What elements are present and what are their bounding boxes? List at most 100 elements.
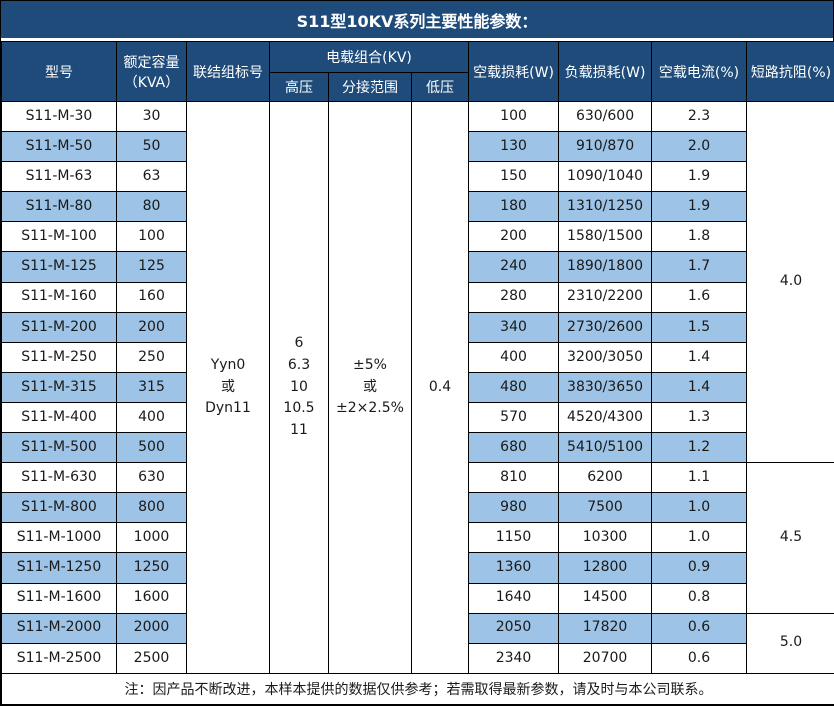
cell-load-loss: 910/870 <box>558 131 653 163</box>
cell-no-load-current: 1.9 <box>651 191 748 223</box>
table-row: S11-M-100 100 200 1580/1500 1.8 <box>1 221 834 253</box>
cell-load-loss: 7500 <box>558 492 653 524</box>
cell-vector-group: Yyn0 或 Dyn11 <box>186 101 270 674</box>
cell-model: S11-M-125 <box>1 251 117 283</box>
cell-capacity: 400 <box>116 401 187 434</box>
cell-model: S11-M-500 <box>1 432 117 464</box>
cell-capacity: 50 <box>116 131 187 163</box>
cell-hv-line: 10 <box>290 378 308 395</box>
col-header-impedance: 短路抗阻(%) <box>746 41 834 102</box>
cell-capacity: 315 <box>116 371 187 403</box>
cell-capacity: 160 <box>116 281 187 313</box>
cell-no-load-current: 0.8 <box>651 582 748 614</box>
cell-capacity: 800 <box>116 492 187 524</box>
cell-model: S11-M-400 <box>1 401 117 434</box>
cell-vector-group-line: Dyn11 <box>205 400 251 417</box>
cell-load-loss: 12800 <box>558 552 653 584</box>
cell-model: S11-M-80 <box>1 191 117 223</box>
cell-model: S11-M-800 <box>1 492 117 524</box>
cell-load-loss: 6200 <box>558 462 653 494</box>
cell-no-load-loss: 400 <box>468 341 560 373</box>
cell-no-load-current: 1.1 <box>651 462 748 494</box>
cell-no-load-loss: 280 <box>468 281 560 313</box>
col-header-tap-range: 分接范围 <box>328 72 412 102</box>
cell-model: S11-M-30 <box>1 100 117 133</box>
footnote: 注：因产品不断改进，本样本提供的数据仅供参考；若需取得最新参数，请及时与本公司联… <box>0 673 834 705</box>
cell-model: S11-M-1600 <box>1 582 117 614</box>
cell-hv: 6 6.3 10 10.5 11 <box>269 101 329 674</box>
cell-no-load-current: 1.2 <box>651 432 748 464</box>
cell-load-loss: 2310/2200 <box>558 281 653 313</box>
cell-lv: 0.4 <box>410 101 470 674</box>
cell-model: S11-M-100 <box>1 221 117 253</box>
cell-no-load-current: 1.3 <box>651 401 748 434</box>
cell-no-load-current: 1.8 <box>651 221 748 253</box>
table-row: S11-M-1000 1000 1150 10300 1.0 <box>1 522 834 554</box>
cell-load-loss: 10300 <box>558 522 653 554</box>
cell-hv-line: 11 <box>290 422 308 439</box>
table-row: S11-M-160 160 280 2310/2200 1.6 <box>1 281 834 313</box>
table-body: S11-M-30 30 Yyn0 或 Dyn11 6 6.3 10 10.5 11 ±5% 或 ±2×2… <box>1 100 834 675</box>
cell-capacity: 630 <box>116 462 187 494</box>
cell-capacity: 1250 <box>116 552 187 584</box>
cell-model: S11-M-1000 <box>1 522 117 554</box>
col-header-model: 型号 <box>1 41 117 102</box>
cell-no-load-loss: 130 <box>468 131 560 163</box>
cell-no-load-current: 1.9 <box>651 161 748 193</box>
cell-no-load-loss: 340 <box>468 311 560 343</box>
cell-model: S11-M-1250 <box>1 552 117 584</box>
cell-model: S11-M-2000 <box>1 612 117 644</box>
cell-no-load-current: 1.7 <box>651 251 748 283</box>
table-row: S11-M-200 200 340 2730/2600 1.5 <box>1 311 834 343</box>
cell-model: S11-M-315 <box>1 371 117 403</box>
cell-model: S11-M-630 <box>1 462 117 494</box>
table-header: 型号 额定容量 （KVA） 联结组标号 电载组合(KV) 空载损耗(W) 负载损… <box>1 41 834 102</box>
cell-tap-range-line: ±5% <box>353 356 387 373</box>
cell-load-loss: 2730/2600 <box>558 311 653 343</box>
cell-impedance-group: 4.5 <box>746 462 834 614</box>
table-footer: 注：因产品不断改进，本样本提供的数据仅供参考；若需取得最新参数，请及时与本公司联… <box>0 673 834 705</box>
cell-no-load-current: 1.4 <box>651 371 748 403</box>
cell-load-loss: 1890/1800 <box>558 251 653 283</box>
cell-impedance-group: 4.0 <box>746 100 834 464</box>
cell-load-loss: 14500 <box>558 582 653 614</box>
cell-tap-range-line: 或 <box>363 378 377 395</box>
col-header-capacity-line1: 额定容量 <box>123 54 180 71</box>
cell-no-load-loss: 150 <box>468 161 560 193</box>
cell-capacity: 30 <box>116 100 187 133</box>
cell-model: S11-M-250 <box>1 341 117 373</box>
cell-impedance-group: 5.0 <box>746 612 834 675</box>
cell-capacity: 500 <box>116 432 187 464</box>
cell-no-load-loss: 1640 <box>468 582 560 614</box>
cell-tap-range-line: ±2×2.5% <box>336 400 404 417</box>
table-row: S11-M-50 50 130 910/870 2.0 <box>1 131 834 163</box>
cell-no-load-current: 0.6 <box>651 612 748 644</box>
cell-no-load-current: 0.6 <box>651 642 748 675</box>
cell-model: S11-M-2500 <box>1 642 117 675</box>
cell-load-loss: 20700 <box>558 642 653 675</box>
cell-capacity: 1000 <box>116 522 187 554</box>
cell-no-load-current: 1.0 <box>651 492 748 524</box>
cell-no-load-loss: 480 <box>468 371 560 403</box>
cell-load-loss: 17820 <box>558 612 653 644</box>
cell-no-load-current: 0.9 <box>651 552 748 584</box>
page-title: S11型10KV系列主要性能参数： <box>1 1 833 41</box>
cell-model: S11-M-160 <box>1 281 117 313</box>
table-row: S11-M-1600 1600 1640 14500 0.8 <box>1 582 834 614</box>
table-row: S11-M-250 250 400 3200/3050 1.4 <box>1 341 834 373</box>
cell-no-load-loss: 2050 <box>468 612 560 644</box>
cell-no-load-loss: 100 <box>468 100 560 133</box>
cell-capacity: 63 <box>116 161 187 193</box>
cell-model: S11-M-63 <box>1 161 117 193</box>
col-header-load-loss: 负载损耗(W) <box>558 41 653 102</box>
col-header-voltage-combo: 电载组合(KV) <box>268 41 470 73</box>
table-row: S11-M-2000 2000 2050 17820 0.6 5.0 <box>1 612 834 675</box>
table-row: S11-M-500 500 680 5410/5100 1.2 <box>1 432 834 464</box>
cell-no-load-loss: 810 <box>468 462 560 494</box>
cell-model: S11-M-200 <box>1 311 117 343</box>
col-header-capacity-line2: （KVA） <box>123 74 180 91</box>
cell-capacity: 125 <box>116 251 187 283</box>
cell-capacity: 1600 <box>116 582 187 614</box>
table-row: S11-M-125 125 240 1890/1800 1.7 <box>1 251 834 283</box>
